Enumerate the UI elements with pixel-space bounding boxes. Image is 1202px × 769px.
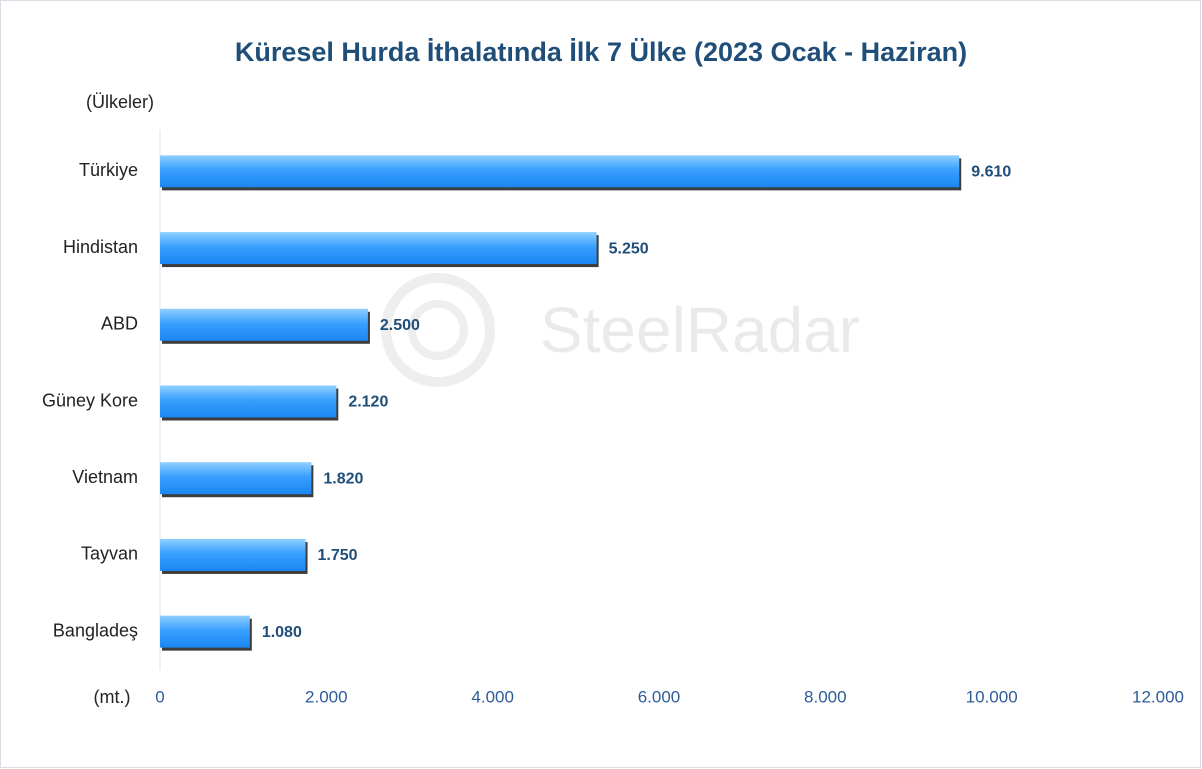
value-label: 1.820	[323, 470, 363, 487]
x-axis-title: (mt.)	[94, 687, 131, 707]
bar	[160, 538, 306, 571]
bar	[160, 232, 597, 265]
chart-title: Küresel Hurda İthalatında İlk 7 Ülke (20…	[235, 37, 967, 67]
bar	[160, 308, 368, 341]
bar	[160, 385, 337, 418]
x-tick-label: 12.000	[1132, 687, 1184, 706]
value-label: 5.250	[609, 240, 649, 257]
x-tick-label: 8.000	[804, 687, 847, 706]
y-tick-label: ABD	[101, 314, 138, 334]
y-tick-label: Hindistan	[63, 237, 138, 257]
x-tick-label: 6.000	[638, 687, 681, 706]
y-tick-label: Tayvan	[81, 544, 138, 564]
value-label: 2.120	[348, 394, 388, 411]
y-tick-label: Türkiye	[79, 160, 138, 180]
x-tick-label: 2.000	[305, 687, 348, 706]
y-tick-label: Bangladeş	[53, 620, 138, 640]
value-label: 1.750	[318, 547, 358, 564]
value-label: 1.080	[262, 624, 302, 641]
x-tick-label: 10.000	[966, 687, 1018, 706]
y-tick-label: Vietnam	[72, 467, 138, 487]
value-label: 9.610	[971, 164, 1011, 181]
watermark-logo	[381, 273, 495, 387]
bar	[160, 462, 312, 495]
y-tick-label: Güney Kore	[42, 390, 138, 410]
value-label: 2.500	[380, 317, 420, 334]
y-axis-title: (Ülkeler)	[86, 92, 154, 112]
bar	[160, 615, 250, 648]
bar	[160, 155, 960, 188]
x-tick-label: 0	[155, 687, 164, 706]
x-tick-label: 4.000	[471, 687, 514, 706]
watermark: SteelRadar	[540, 294, 860, 366]
